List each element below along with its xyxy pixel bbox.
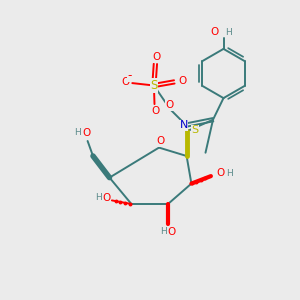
- Text: O: O: [102, 193, 111, 203]
- Text: O: O: [216, 168, 224, 178]
- Text: S: S: [191, 125, 199, 135]
- Text: -: -: [127, 69, 131, 82]
- Text: O: O: [178, 76, 186, 86]
- Text: O: O: [156, 136, 164, 146]
- Text: H: H: [75, 128, 81, 137]
- Text: O: O: [83, 128, 91, 138]
- Text: H: H: [225, 28, 232, 37]
- Text: N: N: [179, 120, 188, 130]
- Text: O: O: [167, 227, 176, 237]
- Text: H: H: [226, 169, 233, 178]
- Text: O: O: [152, 52, 161, 62]
- Text: O: O: [122, 77, 130, 87]
- Text: O: O: [211, 27, 219, 38]
- Text: S: S: [191, 125, 199, 135]
- Text: H: H: [95, 194, 102, 202]
- Text: S: S: [150, 79, 158, 92]
- Text: O: O: [152, 106, 160, 116]
- Text: H: H: [160, 227, 166, 236]
- Text: O: O: [166, 100, 174, 110]
